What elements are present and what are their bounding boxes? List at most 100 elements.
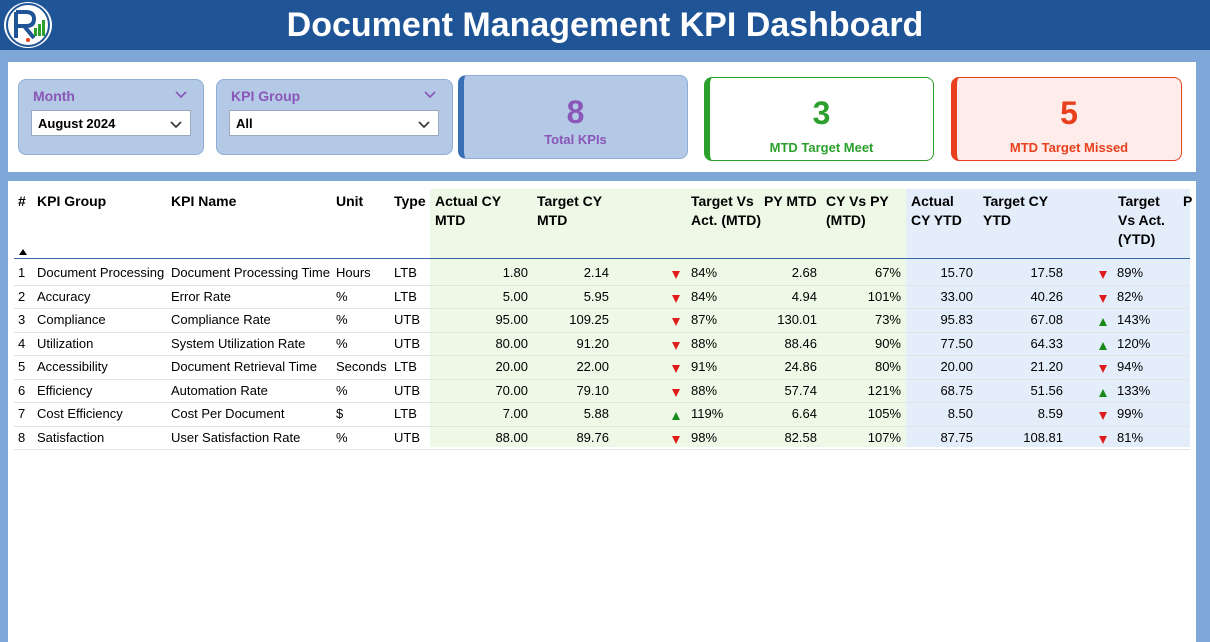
- cell-kpi-name: Document Retrieval Time: [171, 359, 317, 374]
- kpi-group-dropdown[interactable]: All: [229, 110, 439, 136]
- cell-type: UTB: [394, 382, 420, 398]
- month-slicer-label: Month: [33, 88, 75, 104]
- cell-target-vs-act-ytd: 120%: [1117, 335, 1151, 351]
- kpi-group-slicer: KPI Group All: [216, 79, 453, 155]
- cell-target-cy-mtd: 79.10: [576, 382, 609, 398]
- cell-target-vs-act-ytd: 89%: [1117, 265, 1144, 280]
- cell-target-vs-act-mtd: 87%: [691, 312, 718, 327]
- cell-target-vs-act-mtd: 88%: [691, 335, 718, 351]
- cell-actual-cy-ytd: 87.75: [940, 429, 973, 445]
- cell-kpi-name: Cost Per Document: [171, 406, 285, 421]
- cell-target-cy-mtd: 22.00: [576, 359, 609, 374]
- chevron-down-icon[interactable]: [422, 86, 438, 102]
- month-dropdown[interactable]: August 2024: [31, 110, 191, 136]
- cell-target-cy-ytd: 67.08: [1030, 312, 1063, 327]
- cell-target-cy-mtd: 5.88: [583, 406, 609, 421]
- cell-py-mtd: 88.46: [784, 335, 817, 351]
- cell-unit: %: [336, 312, 348, 327]
- header-target-vs-act-ytd[interactable]: Target Vs Act. (YTD): [1118, 193, 1165, 247]
- cell-target-vs-act-ytd: 99%: [1117, 406, 1144, 421]
- header-target-vs-act-mtd[interactable]: Target Vs Act. (MTD): [691, 193, 761, 228]
- header-cy-vs-py-mtd[interactable]: CY Vs PY (MTD): [826, 193, 889, 228]
- cell-target-vs-act-mtd: 88%: [691, 382, 718, 398]
- header-kpi-name[interactable]: KPI Name: [171, 193, 237, 209]
- header-actual-cy-mtd[interactable]: Actual CY MTD: [435, 193, 501, 228]
- cell-unit: Seconds: [336, 359, 387, 374]
- cell-kpi-group: Accuracy: [37, 288, 91, 304]
- cell-num: 3: [18, 312, 26, 327]
- row-divider: [14, 331, 1190, 333]
- cell-target-cy-mtd: 91.20: [576, 335, 609, 351]
- cell-kpi-name: Document Processing Time: [171, 265, 330, 280]
- page-title: Document Management KPI Dashboard: [286, 6, 924, 44]
- cell-num: 7: [18, 406, 26, 421]
- cell-py-mtd: 2.68: [791, 265, 817, 280]
- header-bar: Document Management KPI Dashboard: [0, 0, 1210, 50]
- kpi-group-dropdown-value: All: [236, 116, 253, 131]
- cell-py-mtd: 24.86: [784, 359, 817, 374]
- cell-actual-cy-mtd: 95.00: [495, 312, 528, 327]
- cell-py-mtd: 57.74: [784, 382, 817, 398]
- cell-actual-cy-mtd: 88.00: [495, 429, 528, 445]
- cell-kpi-name: User Satisfaction Rate: [171, 429, 301, 445]
- chevron-down-icon[interactable]: [168, 116, 184, 132]
- cell-kpi-group: Cost Efficiency: [37, 406, 123, 421]
- cell-unit: %: [336, 335, 348, 351]
- cell-actual-cy-ytd: 15.70: [940, 265, 973, 280]
- cell-kpi-name: System Utilization Rate: [171, 335, 306, 351]
- cell-actual-cy-mtd: 80.00: [495, 335, 528, 351]
- cell-target-cy-mtd: 109.25: [569, 312, 609, 327]
- cell-kpi-group: Efficiency: [37, 382, 93, 398]
- cell-py-mtd: 130.01: [777, 312, 817, 327]
- header-unit[interactable]: Unit: [336, 193, 364, 209]
- total-kpis-card: 8 Total KPIs: [458, 75, 688, 159]
- sort-ascending-icon[interactable]: [18, 243, 28, 255]
- header-target-cy-mtd[interactable]: Target CY MTD: [537, 193, 602, 228]
- cell-type: UTB: [394, 335, 420, 351]
- ytd-band: [906, 189, 1190, 447]
- header-actual-cy-ytd[interactable]: Actual CY YTD: [911, 193, 962, 228]
- arrow-down-icon: [1098, 408, 1108, 420]
- cell-target-cy-ytd: 108.81: [1023, 429, 1063, 445]
- cell-cy-vs-py-mtd: 73%: [874, 312, 901, 327]
- cell-cy-vs-py-mtd: 121%: [867, 382, 901, 398]
- row-divider: [14, 284, 1190, 286]
- cell-py-mtd: 6.64: [791, 406, 817, 421]
- cell-num: 2: [18, 288, 26, 304]
- cell-unit: %: [336, 288, 348, 304]
- header-more[interactable]: P: [1183, 193, 1193, 209]
- header-type[interactable]: Type: [394, 193, 426, 209]
- chevron-down-icon[interactable]: [416, 116, 432, 132]
- cell-actual-cy-mtd: 20.00: [495, 359, 528, 374]
- cell-target-vs-act-ytd: 81%: [1117, 429, 1144, 445]
- cell-unit: %: [336, 429, 348, 445]
- total-kpis-value: 8: [566, 94, 585, 130]
- cell-cy-vs-py-mtd: 67%: [874, 265, 901, 280]
- header-target-cy-ytd[interactable]: Target CY YTD: [983, 193, 1048, 228]
- kpi-group-slicer-label: KPI Group: [231, 88, 301, 104]
- cell-target-cy-ytd: 21.20: [1030, 359, 1063, 374]
- cell-actual-cy-ytd: 20.00: [940, 359, 973, 374]
- cell-actual-cy-mtd: 70.00: [495, 382, 528, 398]
- chevron-down-icon[interactable]: [173, 86, 189, 102]
- header-py-mtd[interactable]: PY MTD: [764, 193, 817, 209]
- arrow-up-icon: [1098, 314, 1108, 326]
- cell-unit: $: [336, 406, 344, 421]
- cell-kpi-group: Satisfaction: [37, 429, 105, 445]
- arrow-down-icon: [1098, 291, 1108, 303]
- total-kpis-label: Total KPIs: [544, 132, 607, 147]
- cell-target-vs-act-mtd: 98%: [691, 429, 718, 445]
- cell-actual-cy-ytd: 33.00: [940, 288, 973, 304]
- cell-target-vs-act-ytd: 143%: [1117, 312, 1151, 327]
- arrow-down-icon: [671, 338, 681, 350]
- header-num[interactable]: #: [18, 193, 26, 209]
- arrow-down-icon: [671, 291, 681, 303]
- cell-target-cy-mtd: 89.76: [576, 429, 609, 445]
- arrow-down-icon: [1098, 267, 1108, 279]
- cell-num: 6: [18, 382, 26, 398]
- header-kpi-group[interactable]: KPI Group: [37, 193, 107, 209]
- cell-target-vs-act-mtd: 84%: [691, 265, 718, 280]
- arrow-down-icon: [671, 385, 681, 397]
- logo-icon: [4, 2, 52, 48]
- cell-type: LTB: [394, 288, 417, 304]
